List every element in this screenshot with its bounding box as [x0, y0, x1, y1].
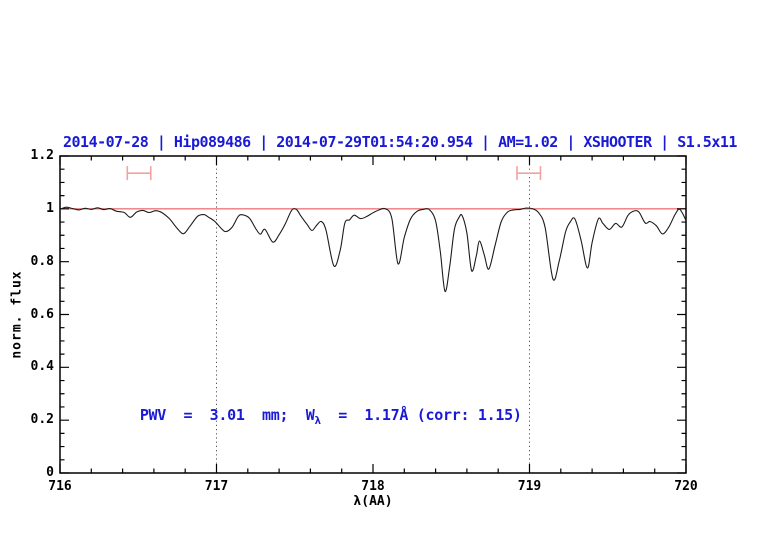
y-tick-label: 0	[46, 465, 54, 480]
x-tick-label: 719	[517, 479, 542, 494]
plot-title: 2014-07-28 | Hip089486 | 2014-07-29T01:5…	[63, 133, 737, 151]
y-tick-label: 0.4	[30, 359, 54, 375]
pwv-annotation-post: = 1.17Å (corr: 1.15)	[320, 406, 522, 425]
range-marker	[126, 166, 152, 181]
y-tick-label: 1.2	[30, 148, 54, 163]
y-tick-label: 0.6	[30, 306, 54, 322]
x-tick-label: 716	[48, 479, 72, 494]
y-tick-label: 1	[46, 200, 54, 216]
x-tick-label: 718	[361, 479, 385, 494]
range-marker	[516, 166, 542, 181]
x-tick-label: 720	[674, 479, 698, 494]
x-axis-label: λ(AA)	[353, 494, 393, 509]
pwv-annotation-lambda-subscript: λ	[314, 414, 321, 428]
pwv-annotation-pre: PWV = 3.01 mm; W	[139, 406, 315, 425]
y-tick-label: 0.2	[30, 412, 54, 428]
axis-ticks	[59, 155, 687, 474]
pwv-annotation: PWV = 3.01 mm; Wλ = 1.17Å (corr: 1.15)	[140, 406, 522, 427]
y-tick-label: 0.8	[30, 253, 54, 269]
spectrum-line	[59, 206, 687, 292]
x-tick-label: 717	[204, 479, 229, 494]
